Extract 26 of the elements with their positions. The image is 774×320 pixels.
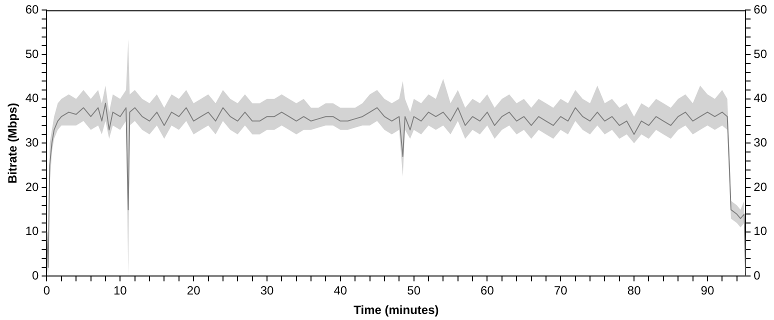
x-tick-label: 60 <box>480 284 494 298</box>
y-tick-label: 50 <box>25 46 40 61</box>
x-tick-label: 80 <box>627 284 642 298</box>
y-tick-label: 10 <box>25 224 40 238</box>
x-tick-label: 30 <box>260 284 274 298</box>
y-tick-label: 20 <box>25 180 40 194</box>
x-tick-label: 40 <box>334 284 348 298</box>
x-tick-label: 90 <box>700 284 714 298</box>
x-tick-label: 10 <box>113 284 128 298</box>
x-tick-label: 70 <box>554 284 568 298</box>
y2-tick-label: 20 <box>754 180 768 194</box>
y2-tick-label: 30 <box>754 136 768 150</box>
y2-tick-label: 50 <box>754 46 768 61</box>
y-tick-label: 0 <box>32 268 40 283</box>
y2-tick-label: 10 <box>754 224 768 238</box>
x-axis-title: Time (minutes) <box>354 303 439 318</box>
y2-tick-label: 60 <box>754 2 768 17</box>
y2-tick-label: 40 <box>754 91 768 106</box>
y-tick-label: 40 <box>25 91 40 106</box>
y-tick-label: 60 <box>25 2 40 17</box>
y2-tick-label: 0 <box>754 268 761 283</box>
y-tick-label: 30 <box>25 136 40 150</box>
x-tick-label: 20 <box>186 284 201 298</box>
x-tick-label: 50 <box>407 284 421 298</box>
x-tick-label: 0 <box>43 284 50 298</box>
y-axis-title: Bitrate (Mbps) <box>6 102 20 184</box>
